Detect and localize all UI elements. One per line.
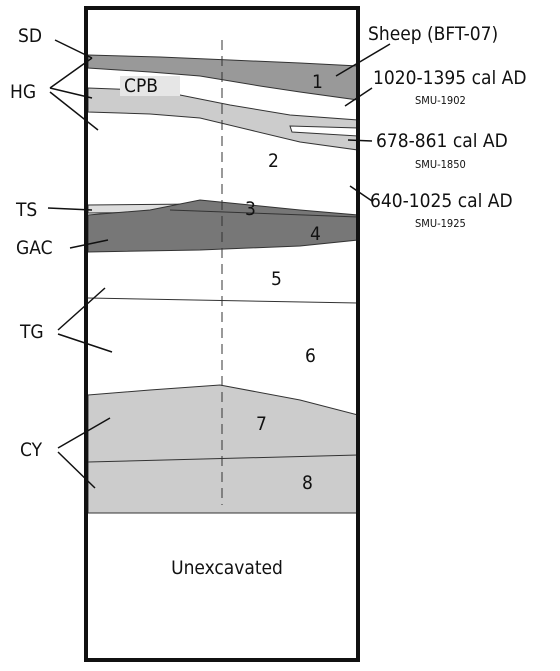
layer-number: 6 xyxy=(305,345,316,367)
annotation-title: 678-861 cal AD xyxy=(376,130,508,152)
layer-number: 1 xyxy=(312,71,323,93)
left-label: CY xyxy=(20,439,43,461)
layer-7-8 xyxy=(88,385,358,513)
layer-number: 3 xyxy=(245,198,256,220)
layer-number: 2 xyxy=(268,150,279,172)
left-label: TS xyxy=(15,199,37,221)
left-label: TG xyxy=(19,321,44,343)
annotation-code: SMU-1925 xyxy=(415,217,466,230)
left-label: HG xyxy=(10,81,36,103)
feature-label: CPB xyxy=(124,75,158,97)
layer-number: 7 xyxy=(256,413,267,435)
annotation-title: Sheep (BFT-07) xyxy=(368,23,498,45)
left-label: SD xyxy=(18,25,42,47)
stratigraphy-diagram: SD HG TS GAC TG CY 1 2 3 4 5 6 7 8 CPB U… xyxy=(0,0,560,667)
layer-number: 4 xyxy=(310,223,321,245)
annotation-code: SMU-1902 xyxy=(415,94,466,107)
bottom-label: Unexcavated xyxy=(171,557,283,579)
layer-5-6-boundary xyxy=(88,298,358,303)
annotation-title: 640-1025 cal AD xyxy=(370,190,513,212)
layer-number: 8 xyxy=(302,472,313,494)
annotation-title: 1020-1395 cal AD xyxy=(373,67,526,89)
layers xyxy=(88,40,358,513)
layer-cpb xyxy=(88,88,358,150)
annotation-code: SMU-1850 xyxy=(415,158,466,171)
layer-number: 5 xyxy=(271,268,282,290)
left-label: GAC xyxy=(16,237,53,259)
